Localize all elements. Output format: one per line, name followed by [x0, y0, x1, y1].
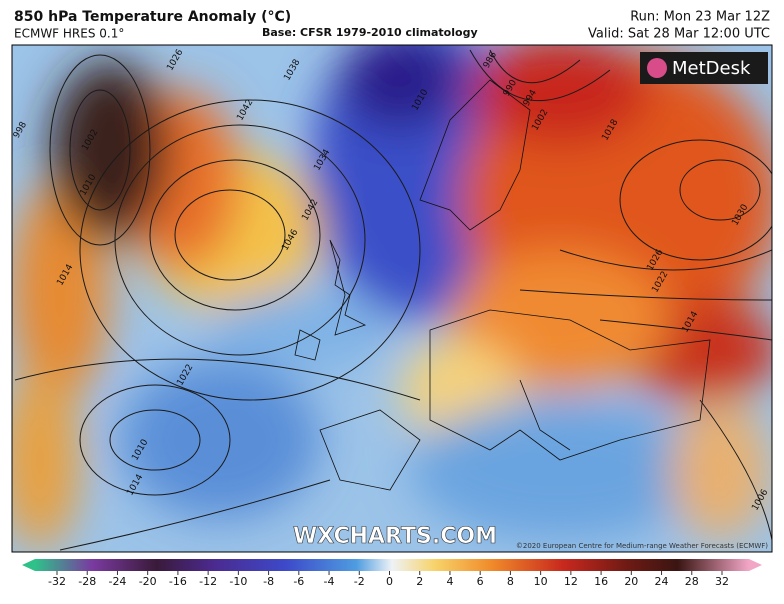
- colorbar-tick-label: 24: [655, 575, 669, 588]
- colorbar-tick-label: 12: [564, 575, 578, 588]
- colorbar-tick-label: -32: [48, 575, 66, 588]
- base: Base: CFSR 1979-2010 climatology: [262, 26, 478, 39]
- run: Run: Mon 23 Mar 12Z: [630, 10, 770, 25]
- colorbar-tick-label: 32: [715, 575, 729, 588]
- valid: Valid: Sat 28 Mar 12:00 UTC: [588, 27, 770, 42]
- colorbar-tick-label: -2: [354, 575, 365, 588]
- colorbar-tick-label: -24: [108, 575, 126, 588]
- colorbar-tick-label: -20: [139, 575, 157, 588]
- map-frame: [11, 44, 773, 553]
- colorbar-tick-label: -8: [263, 575, 274, 588]
- colorbar-tick-label: -12: [199, 575, 217, 588]
- colorbar-tick-label: 20: [624, 575, 638, 588]
- logo: MetDesk: [672, 58, 751, 79]
- title: 850 hPa Temperature Anomaly (°C): [14, 9, 291, 25]
- colorbar: [35, 559, 749, 571]
- colorbar-tick-label: -6: [293, 575, 304, 588]
- watermark: WXCHARTS.COM: [293, 524, 497, 549]
- colorbar-tick-label: 6: [477, 575, 484, 588]
- colorbar-arrow-right: [749, 559, 762, 571]
- colorbar-tick-label: -28: [78, 575, 96, 588]
- colorbar-tick-label: -16: [169, 575, 187, 588]
- colorbar-tick-label: 4: [446, 575, 453, 588]
- colorbar-tick-label: 16: [594, 575, 608, 588]
- colorbar-tick-label: 28: [685, 575, 699, 588]
- map: [12, 45, 772, 552]
- colorbar-tick-label: 2: [416, 575, 423, 588]
- credit: ©2020 European Centre for Medium-range W…: [516, 542, 768, 550]
- colorbar-arrow-left: [22, 559, 35, 571]
- colorbar-tick-label: 8: [507, 575, 514, 588]
- colorbar-tick-label: -10: [229, 575, 247, 588]
- colorbar-tick-label: -4: [324, 575, 335, 588]
- colorbar-tick-label: 0: [386, 575, 393, 588]
- colorbar-tick-label: 10: [534, 575, 548, 588]
- colorbar-ticks: -32 -28 -24 -20 -16 -12 -10 -8 -6 -4 -2 0 2 4 6 8 10 12 16…: [48, 571, 729, 588]
- logo-icon: [647, 58, 667, 78]
- model: ECMWF HRES 0.1°: [14, 27, 124, 41]
